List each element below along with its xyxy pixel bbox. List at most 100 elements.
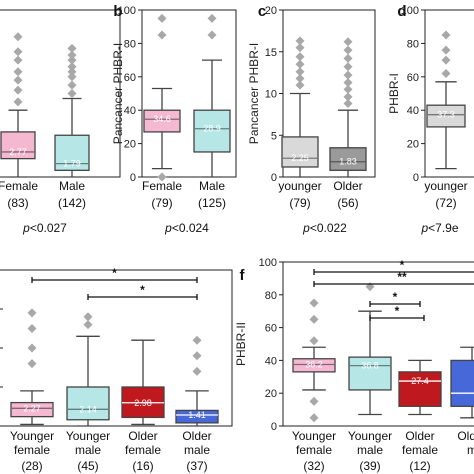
p-value-text: <0.027 xyxy=(30,221,67,235)
box-younger xyxy=(281,136,319,168)
y-tick-label: 20 xyxy=(124,139,136,151)
outlier-point xyxy=(207,13,217,23)
box-younger-female xyxy=(292,358,336,373)
median-value-label: 28.9 xyxy=(203,124,221,134)
outlier-point xyxy=(67,80,77,90)
median-value-label: 36.8 xyxy=(361,361,379,371)
plot-frame-f xyxy=(282,261,474,427)
y-tick-label: 100 xyxy=(259,257,277,269)
plot-frame-d xyxy=(424,9,474,178)
outlier-point xyxy=(309,314,319,324)
category-label: male xyxy=(184,443,210,457)
outlier-point xyxy=(309,298,319,308)
group-count-label: (39) xyxy=(359,459,380,473)
box-female xyxy=(0,131,36,160)
group-count-label: (79) xyxy=(151,196,172,210)
y-tick-label: 80 xyxy=(407,38,419,50)
outlier-point xyxy=(309,336,319,346)
outlier-point xyxy=(309,396,319,406)
significance-marker: * xyxy=(140,283,145,297)
box-male xyxy=(193,109,231,153)
y-axis-label: Pancancer PHBR-I xyxy=(247,43,261,144)
category-label: Younger xyxy=(348,429,392,443)
category-label: Older xyxy=(128,429,157,443)
median-value-label: 2.98 xyxy=(134,398,152,408)
group-count-label: (28) xyxy=(21,459,42,473)
p-value-symbol: p xyxy=(22,221,30,235)
group-count-label: (79) xyxy=(289,196,310,210)
outlier-point xyxy=(295,52,305,62)
median-value-label: 2.77 xyxy=(9,147,27,157)
median-value-label: 36.2 xyxy=(305,360,323,370)
outlier-point xyxy=(343,99,353,109)
outlier-point xyxy=(67,67,77,77)
median-value-label: 2.27 xyxy=(23,403,41,413)
p-value-symbol: p xyxy=(164,221,172,235)
p-value-symbol: p xyxy=(420,221,428,235)
group-count-label: (32) xyxy=(303,459,324,473)
outlier-point xyxy=(295,67,305,77)
p-value-text: <0.024 xyxy=(172,221,209,235)
median-value-label: 2.14 xyxy=(79,404,97,414)
significance-marker: * xyxy=(112,266,117,280)
category-label: Older xyxy=(457,429,474,443)
box-female xyxy=(143,109,181,133)
outlier-point xyxy=(157,30,167,40)
category-label: Younger xyxy=(66,429,110,443)
category-label: younger xyxy=(278,179,321,193)
category-label: male xyxy=(357,443,383,457)
group-count-label: (56) xyxy=(337,196,358,210)
category-label: female xyxy=(296,443,332,457)
y-axis-label: PHBR-I xyxy=(387,73,401,114)
y-tick-label: 5 xyxy=(271,130,277,142)
outlier-point xyxy=(83,312,93,322)
outlier-point xyxy=(441,55,451,65)
box-older-male xyxy=(175,409,219,424)
outlier-point xyxy=(343,84,353,94)
p-value-label: p<7.9e xyxy=(420,221,458,235)
outlier-point xyxy=(343,62,353,72)
category-label: Younger xyxy=(292,429,336,443)
median-value-label: 27.4 xyxy=(411,376,429,386)
group-count-label: (72) xyxy=(435,196,456,210)
category-label: female xyxy=(402,443,438,457)
y-tick-label: 0 xyxy=(130,172,136,184)
plot-frame-e xyxy=(0,269,233,427)
category-label: younger xyxy=(424,179,467,193)
category-label: m xyxy=(467,443,474,457)
median-value-label: 34.6 xyxy=(153,114,171,124)
y-tick-label: 20 xyxy=(407,139,419,151)
outlier-point xyxy=(27,359,37,369)
outlier-point xyxy=(441,30,451,40)
group-count-label: (16) xyxy=(132,459,153,473)
median-value-label: 1.83 xyxy=(339,157,357,167)
category-label: Older xyxy=(182,429,211,443)
y-tick-label: 60 xyxy=(407,72,419,84)
outlier-point xyxy=(13,75,23,85)
y-tick-label: 15 xyxy=(265,47,277,59)
plot-frame-a xyxy=(0,9,121,178)
panel-label-f: f xyxy=(240,267,246,284)
panel-label-d: d xyxy=(397,3,406,20)
outlier-point xyxy=(441,45,451,55)
outlier-point xyxy=(27,308,37,318)
outlier-point xyxy=(343,37,353,47)
outlier-point xyxy=(343,78,353,88)
y-tick-label: 40 xyxy=(124,105,136,117)
box-younger-female xyxy=(10,401,54,418)
outlier-point xyxy=(13,55,23,65)
outlier-point xyxy=(207,30,217,40)
median-value-label: 2.25 xyxy=(291,153,309,163)
group-count-label: (37) xyxy=(186,459,207,473)
outlier-point xyxy=(83,320,93,330)
median-value-label: 1.41 xyxy=(188,410,206,420)
p-value-label: p<0.024 xyxy=(164,221,209,235)
y-tick-label: 20 xyxy=(265,388,277,400)
box-older-female xyxy=(398,371,442,407)
outlier-point xyxy=(67,62,77,72)
category-label: Female xyxy=(0,179,38,193)
panel-label-b: b xyxy=(113,3,122,20)
outlier-point xyxy=(192,351,202,361)
outlier-point xyxy=(13,67,23,77)
